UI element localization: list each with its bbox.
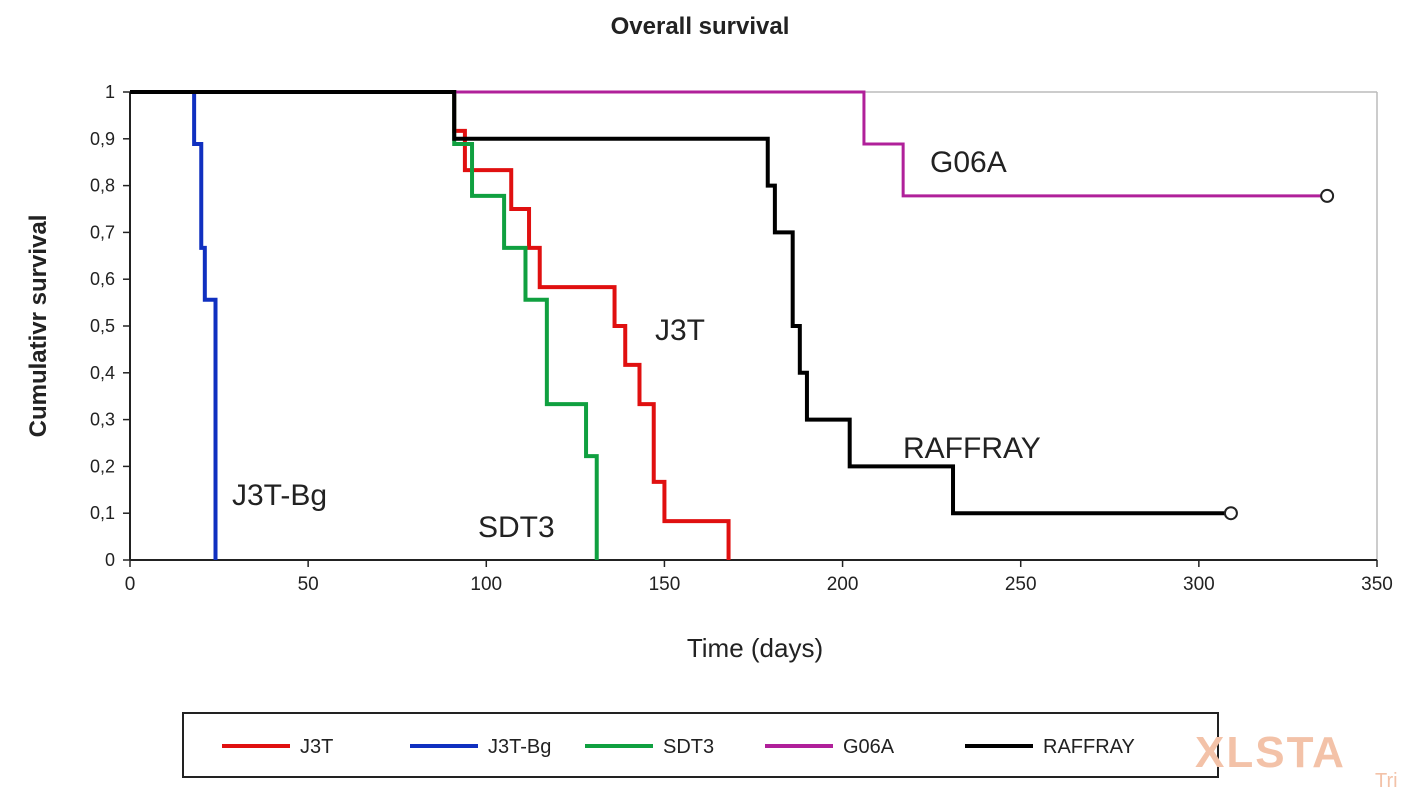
series-line-raffray — [130, 90, 1231, 516]
x-tick-label: 0 — [125, 574, 136, 595]
y-tick-label: 0,2 — [90, 456, 115, 476]
legend — [182, 712, 1219, 778]
x-tick-label: 100 — [470, 574, 502, 595]
legend-label-j3t: J3T — [300, 736, 333, 758]
y-tick-label: 0 — [105, 550, 115, 570]
x-tick-label: 150 — [649, 574, 681, 595]
y-tick-label: 0,5 — [90, 316, 115, 336]
x-axis-label: Time (days) — [687, 633, 823, 663]
y-tick-label: 0,7 — [90, 222, 115, 242]
y-tick-label: 0,9 — [90, 129, 115, 149]
y-tick-label: 1 — [105, 82, 115, 102]
series-line-g06a — [130, 90, 1328, 198]
y-tick-label: 0,6 — [90, 269, 115, 289]
censor-marker — [1320, 188, 1335, 203]
legend-label-raffray: RAFFRAY — [1043, 736, 1135, 758]
y-tick-label: 0,8 — [90, 176, 115, 196]
censor-marker — [1223, 506, 1238, 521]
y-tick-label: 0,1 — [90, 503, 115, 523]
x-tick-label: 350 — [1361, 574, 1393, 595]
legend-label-j3t-bg: J3T-Bg — [488, 736, 551, 758]
annotation-raffray: RAFFRAY — [903, 432, 1041, 465]
annotation-sdt3: SDT3 — [478, 511, 555, 544]
x-tick-label: 300 — [1183, 574, 1215, 595]
x-tick-label: 200 — [827, 574, 859, 595]
series-line-j3t — [130, 90, 731, 560]
watermark-trial: Tri — [1375, 770, 1398, 792]
y-tick-label: 0,4 — [90, 363, 115, 383]
series-line-j3t-bg — [130, 90, 218, 560]
annotation-j3t: J3T — [655, 314, 705, 347]
watermark: XLSTA — [1195, 728, 1346, 777]
chart-title: Overall survival — [611, 13, 790, 40]
y-tick-label: 0,3 — [90, 410, 115, 430]
x-tick-label: 250 — [1005, 574, 1037, 595]
x-tick-label: 50 — [298, 574, 319, 595]
annotation-j3t-bg: J3T-Bg — [232, 479, 327, 512]
legend-label-sdt3: SDT3 — [663, 736, 714, 758]
series-line-sdt3 — [130, 90, 599, 560]
y-axis-label: Cumulativr survival — [25, 215, 52, 438]
annotation-g06a: G06A — [930, 146, 1007, 179]
legend-label-g06a: G06A — [843, 736, 895, 758]
